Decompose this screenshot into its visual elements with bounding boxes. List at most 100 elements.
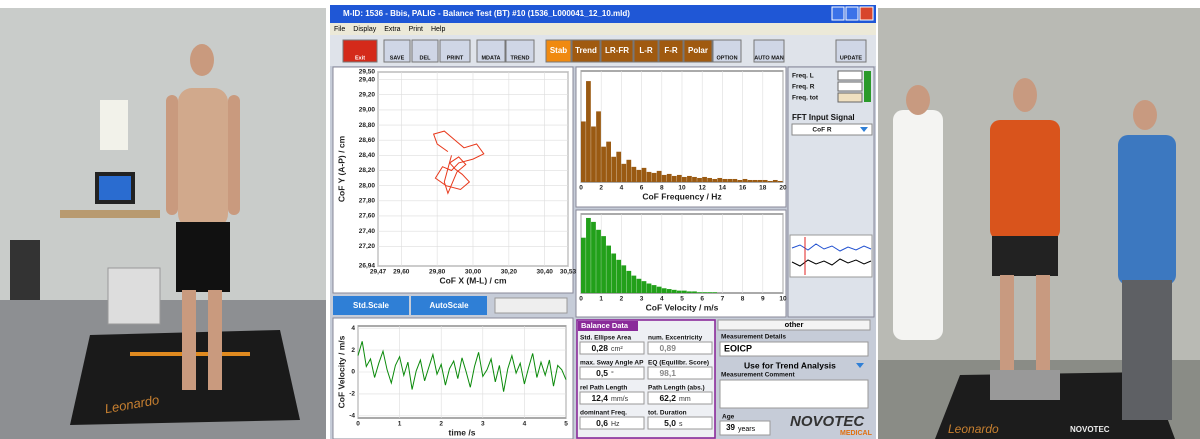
field-box xyxy=(647,416,713,430)
toolbar-button[interactable] xyxy=(633,39,659,63)
details-field[interactable] xyxy=(719,341,869,357)
menu-item[interactable]: Extra xyxy=(384,26,400,33)
bar xyxy=(586,217,591,293)
toolbar-button[interactable] xyxy=(712,39,742,63)
field-value: 0,28 xyxy=(591,343,608,353)
field-box xyxy=(647,366,713,380)
x-tick-label: 1 xyxy=(398,421,402,428)
bar xyxy=(616,259,622,293)
bar xyxy=(641,281,647,293)
y-tick-label: 27,60 xyxy=(359,213,376,220)
y-tick-label: 28,60 xyxy=(359,137,376,144)
y-tick-label: 27,80 xyxy=(359,198,376,205)
toolbar-button[interactable] xyxy=(753,39,785,63)
toolbar-button[interactable] xyxy=(383,39,411,63)
menu-item[interactable]: Print xyxy=(409,26,423,33)
toolbar-button[interactable] xyxy=(683,39,713,63)
x-tick-label: 30,53 xyxy=(560,269,577,276)
arm xyxy=(166,95,178,215)
data-line xyxy=(432,130,485,195)
bar xyxy=(687,291,692,293)
toolbar-button[interactable] xyxy=(835,39,867,63)
menu-item[interactable]: File xyxy=(334,26,345,33)
bar xyxy=(757,179,763,182)
toolbar-label: TREND xyxy=(511,55,530,61)
std-scale-button[interactable] xyxy=(333,296,409,315)
minimize-button[interactable] xyxy=(831,6,845,21)
menu-item[interactable]: Help xyxy=(431,26,446,33)
desk xyxy=(60,210,160,218)
board xyxy=(107,267,161,325)
fft-select[interactable] xyxy=(791,123,873,136)
x-tick-label: 6 xyxy=(700,296,704,303)
field-label: Path Length (abs.) xyxy=(648,385,705,392)
x-tick-label: 0 xyxy=(356,421,360,428)
bar xyxy=(601,236,606,293)
field-box xyxy=(579,391,645,405)
field-value: 0,89 xyxy=(659,343,676,353)
toolbar-label: DEL xyxy=(420,55,432,61)
bar xyxy=(616,151,622,182)
toolbar-button[interactable] xyxy=(571,39,601,63)
age-value: 39 xyxy=(726,423,735,432)
x-tick-label: 0 xyxy=(579,296,583,303)
leg xyxy=(208,290,222,390)
bar xyxy=(626,159,632,182)
toolbar-button[interactable] xyxy=(545,39,572,63)
toolbar-button[interactable] xyxy=(439,39,471,63)
y-tick-label: 27,40 xyxy=(359,228,376,235)
bar xyxy=(722,178,728,182)
bar xyxy=(581,237,586,293)
x-tick-label: 30,40 xyxy=(537,269,554,276)
x-tick-label: 29,47 xyxy=(370,269,387,276)
bar xyxy=(702,176,707,182)
toolbar-button[interactable] xyxy=(476,39,506,63)
x-tick-label: 6 xyxy=(640,185,644,192)
y-tick-label: -2 xyxy=(349,391,355,398)
field-box xyxy=(579,341,645,355)
bar xyxy=(712,292,718,293)
dropdown-arrow[interactable] xyxy=(856,363,864,368)
x-tick-label: 14 xyxy=(719,185,727,192)
bar xyxy=(752,179,758,182)
age-field xyxy=(719,420,771,436)
toolbar-button[interactable] xyxy=(505,39,535,63)
bar xyxy=(661,174,667,182)
x-tick-label: 4 xyxy=(660,296,664,303)
bar xyxy=(646,171,652,182)
toolbar-button[interactable] xyxy=(600,39,634,63)
fft-select-value: CoF R xyxy=(812,127,831,134)
menu-item[interactable]: Display xyxy=(353,26,376,33)
bar xyxy=(596,229,601,293)
toolbar-button[interactable] xyxy=(411,39,439,63)
maximize-button[interactable] xyxy=(845,6,859,21)
comment-field[interactable] xyxy=(719,379,869,409)
logo: NOVOTEC xyxy=(1070,425,1110,434)
field-box xyxy=(647,391,713,405)
zoom-tools[interactable] xyxy=(494,297,568,314)
toolbar-button[interactable] xyxy=(342,39,378,63)
bar xyxy=(682,176,687,182)
x-tick-label: 2 xyxy=(620,296,624,303)
field-value: 12,4 xyxy=(591,393,608,403)
x-tick-label: 7 xyxy=(721,296,725,303)
head xyxy=(1013,78,1037,112)
bar xyxy=(697,177,702,182)
auto-scale-button[interactable] xyxy=(411,296,487,315)
x-tick-label: 30,00 xyxy=(465,269,482,276)
close-button[interactable] xyxy=(859,6,874,21)
x-tick-label: 10 xyxy=(779,296,787,303)
field-label: EQ (Equilibr. Score) xyxy=(648,360,709,367)
x-tick-label: 30,20 xyxy=(501,269,518,276)
arm xyxy=(228,95,240,215)
field-label: tot. Duration xyxy=(648,410,687,417)
toolbar-button[interactable] xyxy=(658,39,684,63)
y-tick-label: 26,94 xyxy=(359,263,376,270)
tab[interactable] xyxy=(717,319,871,331)
screen xyxy=(99,176,131,200)
y-axis-label: CoF Y (A-P) / cm xyxy=(336,135,346,202)
toolbar-label: SAVE xyxy=(390,55,405,61)
freq-indicator xyxy=(864,71,871,102)
